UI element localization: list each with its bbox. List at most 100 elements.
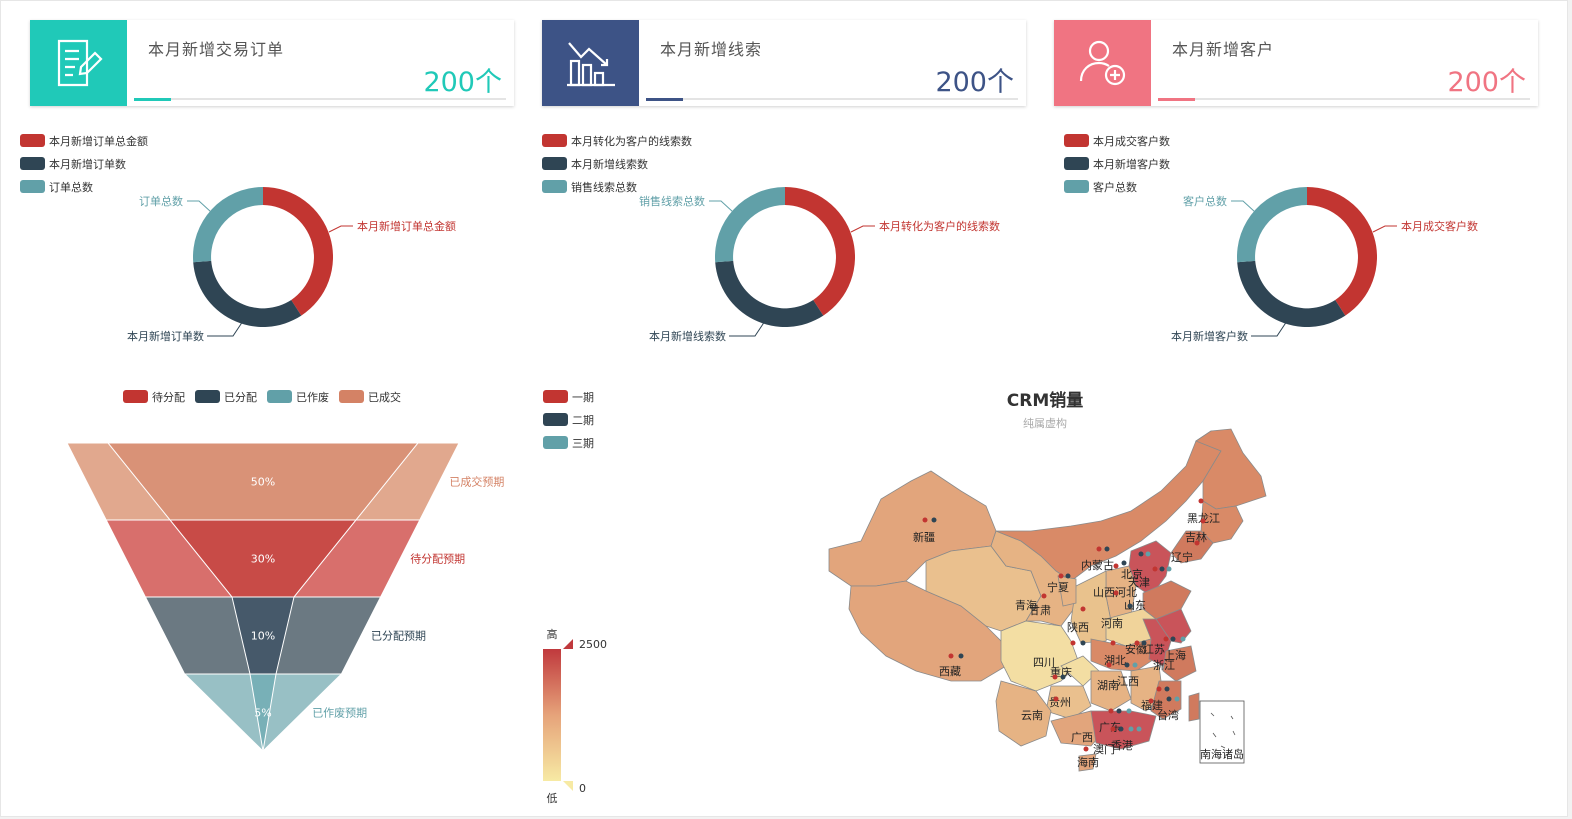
- slice-label-teal: 订单总数: [139, 194, 183, 208]
- map-subtitle: 纯属虚构: [1023, 416, 1067, 430]
- card-value: 200个: [423, 67, 502, 98]
- province-jiangsu[interactable]: [1155, 608, 1192, 644]
- legend-label[interactable]: 本月成交客户数: [1093, 134, 1170, 148]
- slice-label-navy: 本月新增订单数: [127, 329, 204, 343]
- donut-slice-red[interactable]: [785, 187, 856, 316]
- map-label: 天津: [1128, 576, 1150, 589]
- legend-label[interactable]: 订单总数: [49, 180, 93, 194]
- legend-label[interactable]: 销售线索总数: [571, 180, 637, 194]
- province-yunnan[interactable]: [995, 680, 1052, 747]
- donut-chart-leads: 本月转化为客户的线索数 本月新增线索数 销售线索总数 本月转化为客户的线索数 本…: [542, 134, 1000, 343]
- legend-label[interactable]: 本月新增线索数: [571, 157, 648, 171]
- map-label: 福建: [1141, 698, 1163, 712]
- legend-swatch-red[interactable]: [20, 134, 45, 147]
- legend-swatch-teal[interactable]: [1064, 180, 1089, 193]
- legend-swatch-teal[interactable]: [543, 436, 568, 449]
- progress-fill: [134, 98, 171, 101]
- donut-slice-red[interactable]: [1307, 187, 1378, 316]
- bar-chart-trend-icon: [566, 42, 615, 87]
- map-label: 海南: [1077, 755, 1099, 769]
- visual-map-handle-top[interactable]: [563, 639, 573, 649]
- south-china-sea-inset[interactable]: 南海诸岛: [1199, 700, 1245, 764]
- legend: 本月转化为客户的线索数 本月新增线索数 销售线索总数: [542, 134, 692, 194]
- map-label: 河北: [1115, 586, 1137, 599]
- document-edit-icon: [57, 39, 103, 87]
- visual-map-high-label: 高: [547, 627, 558, 641]
- legend-swatch-teal[interactable]: [20, 180, 45, 193]
- legend: 本月成交客户数 本月新增客户数 客户总数: [1064, 134, 1170, 194]
- card-title: 本月新增交易订单: [148, 40, 285, 59]
- legend-label[interactable]: 已成交: [368, 390, 401, 404]
- legend-swatch-navy[interactable]: [542, 157, 567, 170]
- legend-label[interactable]: 本月新增订单总金额: [49, 134, 148, 148]
- legend-swatch-red[interactable]: [123, 390, 148, 403]
- legend: 本月新增订单总金额 本月新增订单数 订单总数: [20, 134, 148, 194]
- progress-fill: [646, 98, 683, 101]
- slice-label-navy: 本月新增线索数: [649, 329, 726, 343]
- map-label-nanhai: 南海诸岛: [1200, 747, 1244, 761]
- legend-swatch-navy[interactable]: [195, 390, 220, 403]
- legend-swatch-navy[interactable]: [1064, 157, 1089, 170]
- legend-swatch-teal[interactable]: [267, 390, 292, 403]
- funnel-inner-layer[interactable]: [249, 673, 277, 752]
- visual-map[interactable]: 高 2500 0 低: [543, 627, 607, 805]
- map-label: 西藏: [939, 665, 961, 678]
- province-hunan[interactable]: [1090, 670, 1132, 712]
- legend-label[interactable]: 二期: [572, 414, 594, 427]
- map-label: 甘肃: [1029, 604, 1051, 617]
- legend-swatch-navy[interactable]: [20, 157, 45, 170]
- legend-swatch-teal[interactable]: [542, 180, 567, 193]
- map-label: 吉林: [1185, 530, 1207, 544]
- legend-label[interactable]: 本月新增订单数: [49, 157, 126, 171]
- legend-swatch-red[interactable]: [1064, 134, 1089, 147]
- map-label: 北京: [1121, 567, 1143, 581]
- map-label: 四川: [1033, 656, 1055, 669]
- visual-map-max: 2500: [579, 638, 607, 651]
- province-ningxia[interactable]: [1057, 575, 1077, 607]
- province-heilongjiang[interactable]: [1195, 428, 1267, 510]
- legend-label[interactable]: 本月转化为客户的线索数: [571, 134, 692, 148]
- donut-chart-customers: 本月成交客户数 本月新增客户数 客户总数 本月成交客户数 本月新增客户数 客户总…: [1064, 134, 1478, 343]
- legend-label[interactable]: 三期: [572, 437, 594, 450]
- legend-swatch-red[interactable]: [542, 134, 567, 147]
- card-value: 200个: [935, 67, 1014, 98]
- donut-slice-navy[interactable]: [193, 260, 302, 328]
- province-hainan[interactable]: [1078, 753, 1097, 772]
- slice-label-teal: 客户总数: [1183, 194, 1227, 208]
- funnel-outer-label: 已作废预期: [312, 706, 367, 720]
- donut-slice-navy[interactable]: [1237, 260, 1346, 328]
- province-zhejiang[interactable]: [1162, 645, 1197, 682]
- legend-swatch-navy[interactable]: [543, 413, 568, 426]
- legend-label[interactable]: 一期: [572, 391, 594, 404]
- donut-slice-teal[interactable]: [192, 187, 263, 263]
- province-taiwan[interactable]: [1188, 692, 1200, 722]
- kpi-card-leads[interactable]: 本月新增线索 200个: [542, 20, 1026, 106]
- legend-label[interactable]: 待分配: [152, 390, 185, 404]
- map-chart: 一期 二期 三期 CRM销量 纯属虚构 高 2500 0 低: [543, 390, 1267, 805]
- kpi-card-orders[interactable]: 本月新增交易订单 200个: [30, 20, 514, 106]
- funnel-inner-label: 10%: [251, 630, 275, 643]
- legend-label[interactable]: 已作废: [296, 390, 329, 404]
- legend-label[interactable]: 客户总数: [1093, 180, 1137, 194]
- map-label: 新疆: [913, 530, 935, 544]
- funnel-outer-label: 待分配预期: [410, 552, 465, 566]
- visual-map-handle-bottom[interactable]: [563, 781, 573, 791]
- slice-label-red: 本月新增订单总金额: [357, 219, 456, 233]
- kpi-card-customers[interactable]: 本月新增客户 200个: [1054, 20, 1538, 106]
- funnel-inner-label: 50%: [251, 476, 275, 489]
- visual-map-bar[interactable]: [543, 649, 561, 781]
- map-label: 宁夏: [1047, 580, 1069, 594]
- donut-slice-teal[interactable]: [714, 187, 785, 263]
- donut-slice-teal[interactable]: [1236, 187, 1307, 263]
- legend-label[interactable]: 本月新增客户数: [1093, 157, 1170, 171]
- donut-slice-red[interactable]: [263, 187, 334, 316]
- card-value: 200个: [1447, 67, 1526, 98]
- visual-map-low-label: 低: [547, 792, 558, 805]
- progress-track: [134, 98, 506, 101]
- legend-swatch-orange[interactable]: [339, 390, 364, 403]
- donut-slice-navy[interactable]: [715, 260, 824, 328]
- legend-label[interactable]: 已分配: [224, 391, 257, 404]
- legend-swatch-red[interactable]: [543, 390, 568, 403]
